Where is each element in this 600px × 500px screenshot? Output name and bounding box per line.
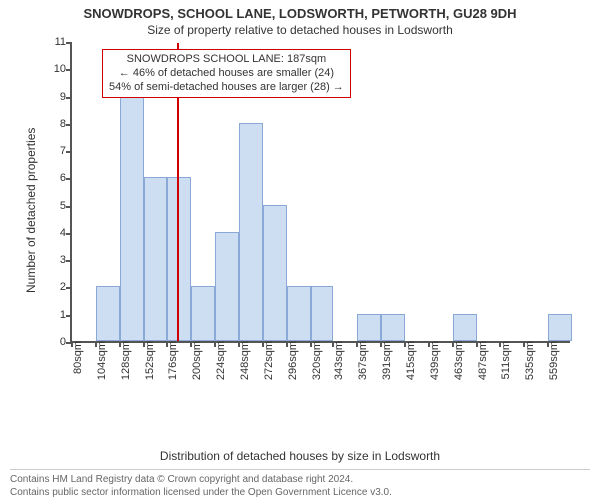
y-tick-mark [66, 178, 72, 180]
x-tick-label: 559sqm [544, 341, 560, 380]
histogram-bar [311, 286, 334, 341]
y-tick-mark [66, 151, 72, 153]
y-tick-mark [66, 260, 72, 262]
y-tick-mark [66, 124, 72, 126]
chart-wrap: 0123456789101180sqm104sqm128sqm152sqm176… [14, 43, 586, 399]
x-tick-label: 367sqm [353, 341, 369, 380]
histogram-bar [215, 232, 239, 341]
histogram-bar [548, 314, 572, 341]
footer-line2: Contains public sector information licen… [10, 487, 590, 500]
footer-attribution: Contains HM Land Registry data © Crown c… [10, 469, 590, 499]
annotation-line: ← 46% of detached houses are smaller (24… [109, 67, 344, 81]
histogram-bar [239, 123, 263, 341]
histogram-bar [263, 205, 287, 341]
histogram-bar [453, 314, 477, 341]
footer-line1: Contains HM Land Registry data © Crown c… [10, 474, 590, 487]
x-tick-label: 391sqm [377, 341, 393, 380]
annotation-line: 54% of semi-detached houses are larger (… [109, 81, 344, 95]
histogram-bar [144, 177, 168, 341]
chart-subtitle: Size of property relative to detached ho… [0, 23, 600, 37]
x-tick-label: 128sqm [116, 341, 132, 380]
x-tick-label: 343sqm [329, 341, 345, 380]
x-axis-label: Distribution of detached houses by size … [0, 449, 600, 463]
plot-area: 0123456789101180sqm104sqm128sqm152sqm176… [70, 43, 570, 343]
x-tick-label: 535sqm [520, 341, 536, 380]
x-tick-label: 296sqm [283, 341, 299, 380]
y-tick-mark [66, 69, 72, 71]
histogram-bar [96, 286, 120, 341]
y-tick-mark [66, 42, 72, 44]
x-tick-label: 511sqm [496, 341, 512, 379]
x-tick-label: 439sqm [425, 341, 441, 380]
y-tick-mark [66, 97, 72, 99]
x-tick-label: 463sqm [449, 341, 465, 380]
x-tick-label: 487sqm [473, 341, 489, 380]
x-tick-label: 272sqm [259, 341, 275, 380]
histogram-bar [357, 314, 381, 341]
annotation-line: SNOWDROPS SCHOOL LANE: 187sqm [109, 53, 344, 67]
x-tick-label: 104sqm [92, 341, 108, 380]
x-tick-label: 320sqm [307, 341, 323, 380]
y-tick-mark [66, 206, 72, 208]
x-tick-label: 152sqm [140, 341, 156, 380]
y-axis-label: Number of detached properties [24, 128, 38, 293]
x-tick-label: 224sqm [211, 341, 227, 380]
histogram-bar [120, 96, 144, 341]
annotation-box: SNOWDROPS SCHOOL LANE: 187sqm← 46% of de… [102, 49, 351, 98]
y-tick-mark [66, 233, 72, 235]
x-tick-label: 176sqm [163, 341, 179, 380]
histogram-bar [287, 286, 311, 341]
x-tick-label: 80sqm [68, 341, 84, 374]
chart-title: SNOWDROPS, SCHOOL LANE, LODSWORTH, PETWO… [0, 6, 600, 21]
histogram-bar [381, 314, 405, 341]
histogram-bar [191, 286, 215, 341]
x-tick-label: 248sqm [235, 341, 251, 380]
y-tick-mark [66, 315, 72, 317]
x-tick-label: 415sqm [401, 341, 417, 380]
y-tick-mark [66, 287, 72, 289]
x-tick-label: 200sqm [187, 341, 203, 380]
